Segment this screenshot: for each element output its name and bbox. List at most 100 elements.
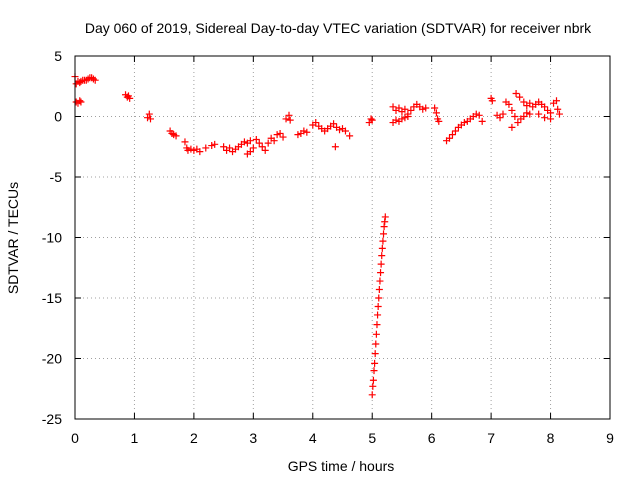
chart-title: Day 060 of 2019, Sidereal Day-to-day VTE… — [85, 20, 592, 36]
data-point — [472, 110, 480, 118]
data-point — [261, 146, 269, 154]
y-tick-label: -15 — [42, 290, 62, 306]
data-point — [76, 97, 84, 105]
data-point — [401, 105, 409, 113]
data-point — [511, 113, 519, 120]
data-point — [523, 109, 531, 117]
data-point — [419, 105, 427, 113]
data-point — [371, 350, 379, 358]
data-point — [184, 146, 192, 154]
y-tick-label: 5 — [54, 48, 62, 64]
data-point — [379, 237, 387, 245]
data-point — [285, 111, 293, 119]
data-point — [282, 115, 290, 123]
data-point — [258, 143, 266, 151]
y-tick-label: -10 — [42, 230, 62, 246]
data-point — [378, 244, 386, 252]
data-point — [255, 139, 263, 147]
data-point — [555, 110, 563, 118]
data-point — [541, 114, 549, 122]
data-point — [512, 90, 520, 98]
data-point — [488, 97, 496, 105]
data-point — [375, 286, 383, 294]
data-point — [276, 129, 284, 137]
data-point — [475, 111, 483, 119]
data-point — [422, 104, 430, 112]
data-point — [246, 137, 254, 145]
data-point — [208, 142, 216, 150]
data-point — [172, 132, 180, 140]
data-point — [374, 302, 382, 310]
y-tick-label: 0 — [54, 109, 62, 125]
data-point — [526, 99, 534, 107]
data-point — [126, 94, 134, 102]
data-point — [226, 144, 234, 152]
data-point — [252, 135, 260, 143]
data-point — [211, 140, 219, 148]
x-tick-label: 7 — [487, 430, 495, 446]
data-point — [401, 114, 409, 122]
data-point — [202, 144, 210, 152]
plot-frame — [74, 55, 611, 420]
data-point — [220, 143, 228, 151]
x-tick-label: 5 — [368, 430, 376, 446]
data-point — [460, 119, 468, 127]
data-point — [181, 138, 189, 146]
data-point — [496, 114, 504, 122]
data-point — [392, 116, 400, 124]
data-point — [398, 115, 406, 123]
data-point — [373, 321, 381, 329]
data-point — [431, 104, 439, 112]
data-point — [145, 110, 153, 118]
data-point — [190, 146, 198, 154]
data-point — [264, 139, 272, 147]
data-point — [336, 126, 344, 134]
data-point — [407, 106, 415, 114]
data-point — [432, 109, 440, 117]
data-point — [77, 98, 85, 106]
x-axis-label: GPS time / hours — [288, 458, 395, 474]
data-point — [380, 230, 388, 238]
tick-labels: 0 1 2 3 4 5 6 7 8 9 5 0 -5 -10 -15 -20 -25 — [42, 48, 614, 446]
data-point — [372, 340, 380, 348]
data-point — [516, 93, 524, 101]
data-point — [300, 127, 308, 135]
data-point — [196, 148, 204, 156]
x-tick-label: 8 — [547, 430, 555, 446]
data-point — [514, 119, 522, 127]
data-point — [273, 131, 281, 139]
y-tick-label: -20 — [42, 351, 62, 367]
data-point — [541, 103, 549, 111]
data-point — [446, 134, 453, 142]
data-point — [91, 76, 99, 84]
y-tick-label: -5 — [50, 169, 63, 185]
data-point — [435, 117, 443, 125]
data-point — [372, 330, 380, 338]
data-point — [395, 104, 403, 112]
data-point — [375, 294, 383, 302]
data-point — [520, 98, 528, 106]
data-point — [279, 133, 287, 141]
data-point — [330, 120, 338, 128]
data-point — [312, 119, 320, 127]
data-point — [371, 359, 379, 367]
data-point — [478, 117, 486, 125]
data-point — [369, 376, 377, 384]
x-tick-label: 0 — [71, 430, 79, 446]
data-point — [249, 144, 257, 152]
data-point — [553, 97, 560, 105]
data-point — [303, 128, 311, 136]
data-point — [374, 311, 382, 319]
data-point — [389, 103, 397, 111]
data-points — [71, 73, 563, 399]
data-point — [448, 131, 456, 139]
data-point — [341, 127, 349, 135]
data-point — [547, 109, 555, 117]
data-point — [187, 145, 195, 153]
data-point — [270, 137, 278, 145]
data-point — [331, 143, 339, 151]
data-point — [404, 113, 412, 120]
data-point — [294, 131, 302, 139]
